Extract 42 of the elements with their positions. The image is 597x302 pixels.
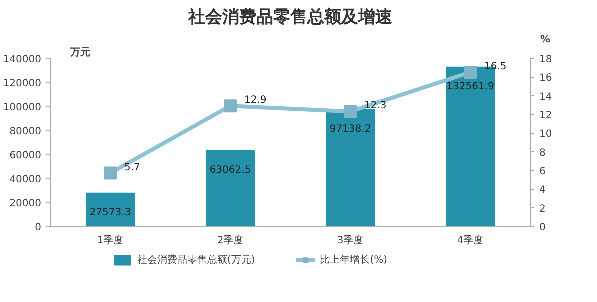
- point: [224, 100, 237, 113]
- y2-tick-label: 6: [540, 166, 546, 178]
- point: [344, 105, 357, 118]
- y-tick-label: 60000: [10, 150, 42, 162]
- y-tick-label: 100000: [3, 102, 42, 114]
- y2-tick-label: 8: [540, 148, 546, 159]
- y-axis-title: 万元: [70, 46, 90, 58]
- y2-axis-title: %: [540, 34, 551, 46]
- data-label: 132561.9: [446, 81, 494, 92]
- y-tick-label: 140000: [3, 54, 42, 66]
- y2-tick-label: 10: [540, 129, 552, 140]
- y2-tick-label: 12: [540, 110, 552, 122]
- y2-tick-label: 2: [540, 204, 546, 215]
- x-tick-label: 4季度: [457, 234, 484, 246]
- y-tick-label: 0: [35, 222, 42, 234]
- y-tick-label: 80000: [10, 126, 42, 138]
- legend-label: 社会消费品零售总额(万元): [137, 254, 256, 267]
- y2-tick-label: 18: [540, 54, 552, 66]
- data-label: 16.5: [484, 62, 507, 72]
- data-label: 12.9: [244, 95, 267, 106]
- data-label: 5.7: [124, 162, 140, 174]
- y2-tick-label: 4: [540, 185, 546, 196]
- point: [104, 166, 117, 180]
- data-label: 97138.2: [330, 124, 372, 135]
- bar: [206, 150, 255, 226]
- bar: [86, 192, 135, 226]
- y-tick-label: 120000: [3, 78, 42, 90]
- x-tick-label: 3季度: [337, 234, 364, 246]
- y-tick-label: 40000: [10, 174, 42, 186]
- y2-tick-label: 16: [540, 73, 552, 84]
- bar: [326, 109, 375, 226]
- data-label: 12.3: [364, 100, 387, 112]
- x-tick-label: 2季度: [217, 234, 244, 246]
- data-label: 63062.5: [210, 164, 252, 176]
- y2-tick-label: 14: [540, 92, 552, 103]
- chart-title: 社会消费品零售总额及增速: [188, 8, 392, 28]
- point: [464, 66, 477, 79]
- x-tick-label: 1季度: [97, 234, 124, 246]
- y-tick-label: 20000: [10, 198, 42, 210]
- legend-label: 比上年增长(%): [320, 254, 388, 267]
- y2-tick-label: 0: [540, 222, 546, 234]
- data-label: 27573.3: [90, 207, 132, 218]
